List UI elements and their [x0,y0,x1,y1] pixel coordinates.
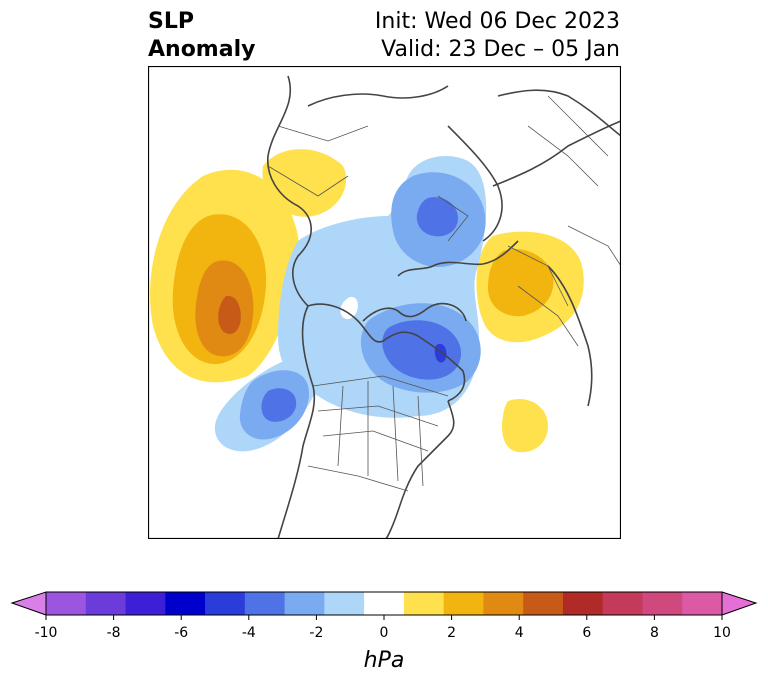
colorbar-swatch [642,592,683,615]
colorbar-extend-under [10,591,47,616]
map-frame [148,66,621,539]
polar-map [148,66,621,539]
colorbar-tick-label: -8 [107,625,121,641]
colorbar-tick-label: 2 [447,625,456,641]
colorbar-tick-label: 8 [650,625,659,641]
colorbar-swatch [523,592,564,615]
colorbar-swatch [403,592,445,615]
valid-range: Valid: 23 Dec – 05 Jan [381,37,620,62]
alaska-gulf-high [150,169,299,383]
colorbar-ticks: -10 -8 -6 -4 -2 0 2 4 6 8 10 [35,615,731,641]
colorbar-unit-label: hPa [364,648,405,673]
colorbar-tick-label: -6 [174,625,188,641]
colorbar-swatch [125,592,166,615]
colorbar-tick-label: -2 [309,625,323,641]
colorbar-swatch [324,592,365,615]
scandinavia-barents-low [391,172,486,267]
colorbar-tick-label: -10 [35,625,58,641]
colorbar-swatch [483,592,524,615]
colorbar-tick-label: 10 [713,625,731,641]
colorbar-tick-label: 4 [515,625,524,641]
colorbar-swatches [46,592,723,615]
colorbar-tick-label: 6 [582,625,591,641]
colorbar-tick-label: 0 [380,625,389,641]
colorbar-swatch [284,592,325,615]
colorbar-swatch [244,592,286,615]
colorbar-swatch [562,592,604,615]
plot-title-left: SLP Anomaly [148,8,255,64]
colorbar-swatch [602,592,643,615]
colorbar-swatch [205,592,246,615]
colorbar-extend-over [721,591,758,616]
western-canada-north-high [262,149,347,217]
coastlines [267,75,621,539]
colorbar-swatch [46,592,87,615]
colorbar-swatch [85,592,127,615]
init-date: Init: Wed 06 Dec 2023 [374,9,620,34]
title-variable: SLP [148,9,194,34]
colorbar-swatch [165,592,206,615]
hudson-bay-low [239,370,309,440]
eastern-europe-high [476,231,584,343]
eastern-atlantic-high [501,398,548,453]
colorbar-swatch [443,592,484,615]
colorbar-swatch [364,592,405,615]
colorbar-tick-label: -4 [242,625,256,641]
anomaly-field [150,75,621,539]
colorbar: -10 -8 -6 -4 -2 0 2 4 6 8 10 hPa [10,591,758,673]
title-variable-type: Anomaly [148,37,256,62]
greenland-low [360,303,481,393]
country-borders [267,95,621,492]
plot-title-right: Init: Wed 06 Dec 2023 Valid: 23 Dec – 05… [375,8,620,64]
colorbar-swatch [682,592,723,615]
